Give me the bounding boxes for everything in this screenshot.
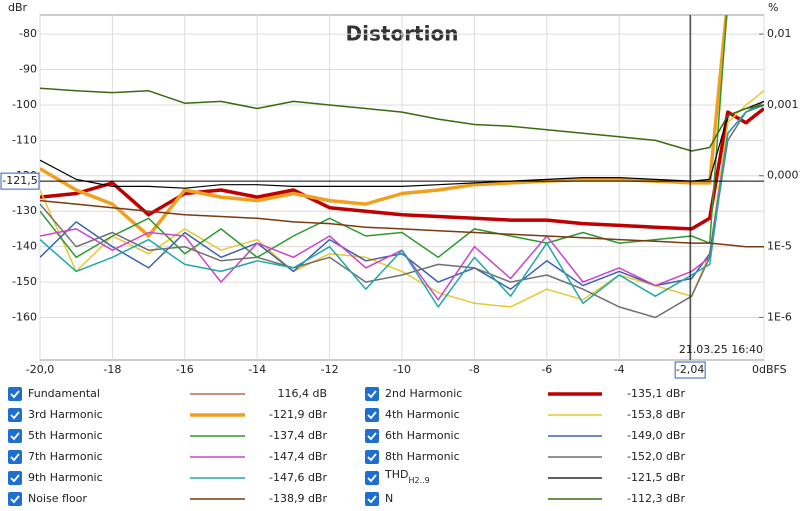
x-tick-label: -8: [469, 363, 480, 376]
legend-checkbox[interactable]: [365, 492, 379, 506]
series-line: [40, 87, 764, 152]
legend-value: -149,0 dBr: [627, 429, 685, 442]
series-line: [40, 100, 764, 319]
legend-name: 5th Harmonic: [28, 429, 103, 442]
legend-value: -152,0 dBr: [627, 450, 685, 463]
series-line: [40, 15, 728, 259]
legend-name: Fundamental: [28, 387, 100, 400]
y-tick-label: -130: [12, 204, 37, 217]
legend-name-sub: H2..9: [408, 476, 429, 485]
legend-checkbox[interactable]: [365, 429, 379, 443]
legend-name: 6th Harmonic: [385, 429, 460, 442]
y-tick-label: -90: [19, 63, 37, 76]
legend-checkbox[interactable]: [8, 387, 22, 401]
checkmark: [10, 432, 20, 441]
y2-tick-label: 0,01: [767, 27, 792, 40]
y2-tick-label: 0,001: [767, 98, 799, 111]
series-line: [40, 107, 764, 231]
legend-value: 116,4 dB: [277, 387, 327, 400]
x-tick-label: 0dBFS: [752, 363, 787, 376]
legend-value: -112,3 dBr: [627, 492, 685, 505]
y-axis-label: dBr: [8, 1, 28, 14]
x-tick-label: -12: [321, 363, 339, 376]
cursor-y-label: -121,5: [2, 174, 37, 187]
y-tick-label: -150: [12, 275, 37, 288]
legend-name: Noise floor: [28, 492, 87, 505]
checkmark: [367, 453, 377, 462]
x-tick-label: -20,0: [26, 363, 54, 376]
y2-tick-label: 1E-6: [767, 310, 792, 323]
legend-checkbox[interactable]: [365, 450, 379, 464]
series-line: [40, 104, 764, 301]
legend-value: -147,4 dBr: [269, 450, 327, 463]
series-line: [40, 100, 764, 189]
y-tick-label: -100: [12, 98, 37, 111]
legend-value: -147,6 dBr: [269, 471, 327, 484]
legend-value: -153,8 dBr: [627, 408, 685, 421]
timestamp: 21.03.25 16:40: [679, 343, 763, 356]
y-tick-label: -80: [19, 27, 37, 40]
checkmark: [10, 411, 20, 420]
x-tick-label: -6: [541, 363, 552, 376]
y-tick-label: -110: [12, 133, 37, 146]
legend-checkbox[interactable]: [365, 387, 379, 401]
checkmark: [10, 453, 20, 462]
checkmark: [10, 390, 20, 399]
legend-checkbox[interactable]: [8, 471, 22, 485]
checkmark: [367, 474, 377, 483]
series-line: [40, 104, 764, 308]
x-tick-label: -14: [248, 363, 266, 376]
y-tick-label: -160: [12, 310, 37, 323]
legend-checkbox[interactable]: [365, 408, 379, 422]
legend-value: -121,9 dBr: [269, 408, 327, 421]
legend-name: THDH2..9: [384, 468, 430, 485]
y2-tick-label: 0,0001: [767, 169, 800, 182]
checkmark: [367, 432, 377, 441]
x-tick-label: -4: [614, 363, 625, 376]
legend-value: -121,5 dBr: [627, 471, 685, 484]
checkmark: [367, 390, 377, 399]
legend-name: 2nd Harmonic: [385, 387, 462, 400]
cursor-y-box: [0, 172, 40, 190]
legend-checkbox[interactable]: [8, 492, 22, 506]
legend-name: 4th Harmonic: [385, 408, 460, 421]
series-line: [40, 199, 764, 248]
x-tick-label: -18: [103, 363, 121, 376]
legend-value: -137,4 dBr: [269, 429, 327, 442]
x-tick-label: -16: [176, 363, 194, 376]
legend-checkbox[interactable]: [8, 429, 22, 443]
cursor-x-label: -2,04: [676, 363, 704, 376]
y2-axis-label: %: [768, 1, 778, 14]
legend-name: 9th Harmonic: [28, 471, 103, 484]
y2-tick-label: 1E-5: [767, 240, 792, 253]
legend-name: 7th Harmonic: [28, 450, 103, 463]
series-line: [40, 104, 764, 290]
legend-name: 8th Harmonic: [385, 450, 460, 463]
legend-value: -138,9 dBr: [269, 492, 327, 505]
checkmark: [10, 474, 20, 483]
checkmark: [367, 495, 377, 504]
cursor-x-box: [674, 361, 706, 379]
y-tick-label: -140: [12, 240, 37, 253]
legend-checkbox[interactable]: [8, 450, 22, 464]
legend-checkbox[interactable]: [365, 471, 379, 485]
legend-checkbox[interactable]: [8, 408, 22, 422]
legend-name: N: [385, 492, 393, 505]
legend-name: 3rd Harmonic: [28, 408, 103, 421]
checkmark: [10, 495, 20, 504]
series-line: [40, 15, 728, 238]
legend-value: -135,1 dBr: [627, 387, 685, 400]
x-tick-label: -10: [393, 363, 411, 376]
checkmark: [367, 411, 377, 420]
